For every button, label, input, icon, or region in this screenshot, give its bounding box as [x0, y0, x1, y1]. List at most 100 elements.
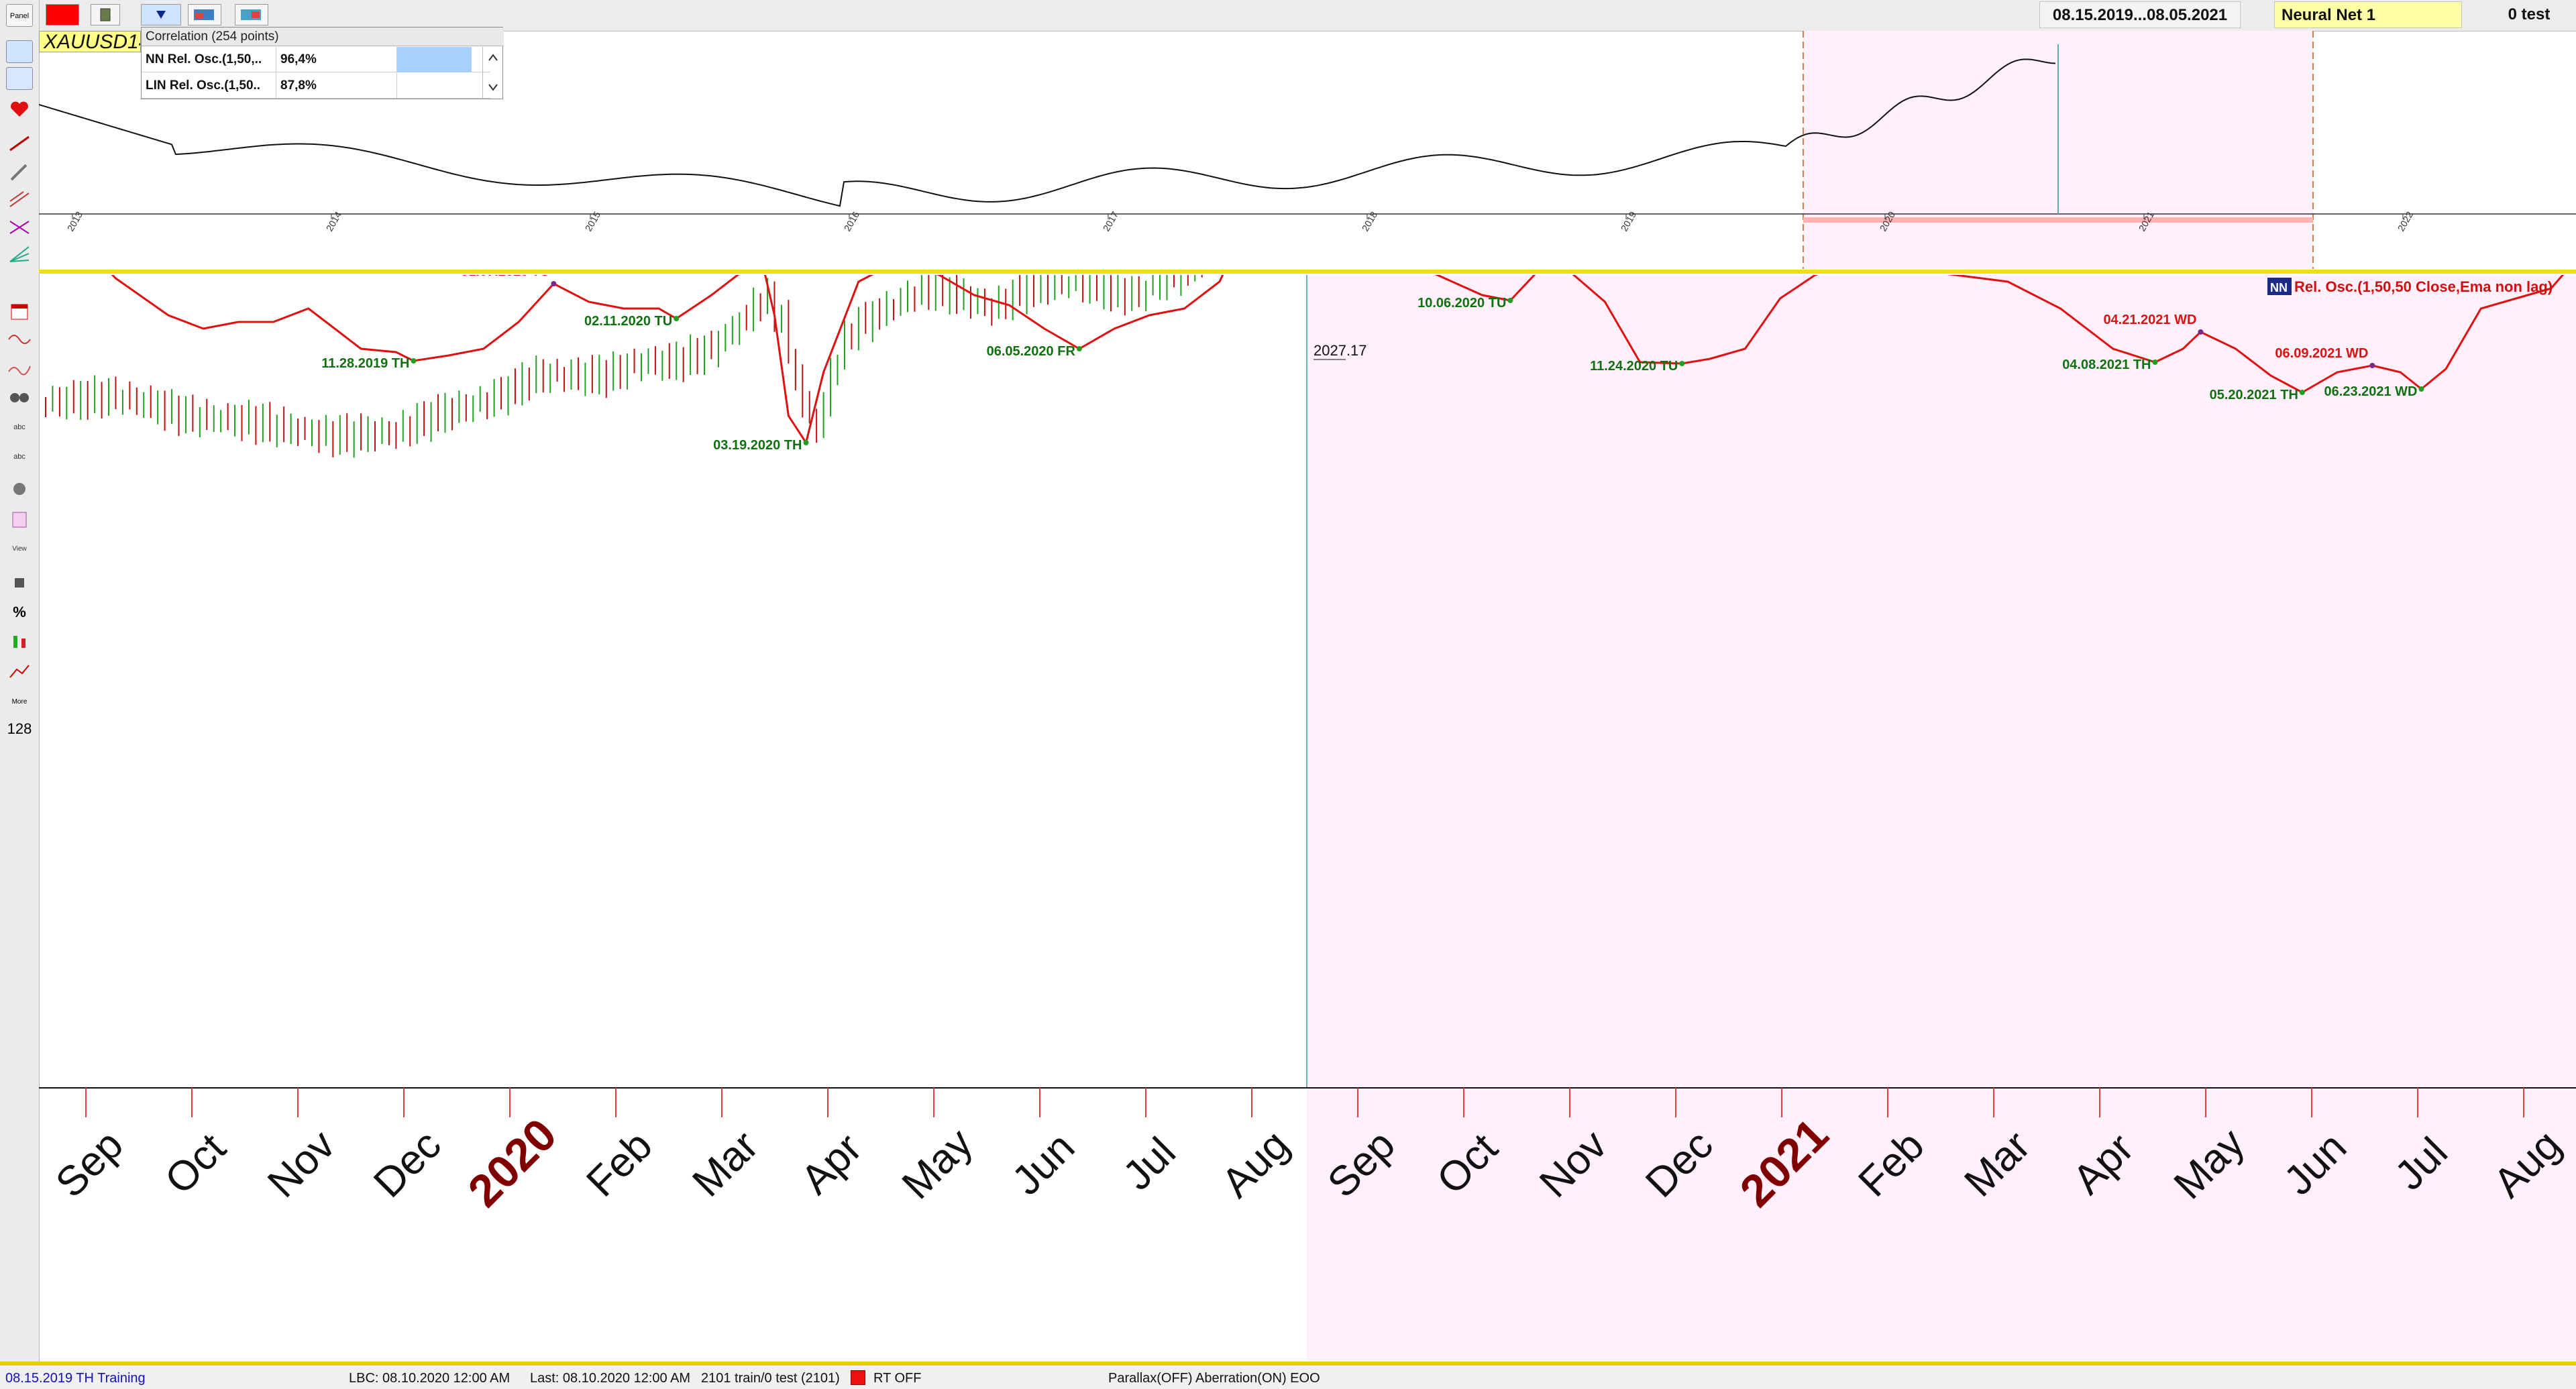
price-bars: [45, 146, 1294, 458]
lock-icon[interactable]: [6, 570, 33, 593]
cycle-icon[interactable]: [6, 357, 33, 380]
symbol-label: XAUUSD14: [39, 31, 141, 52]
trough-marker: [2152, 359, 2158, 365]
fan-icon[interactable]: [6, 243, 33, 266]
trough-label: 03.19.2020 TH: [713, 438, 802, 453]
overview-year-label: 2013: [65, 209, 85, 233]
trough-label: 11.28.2019 TH: [321, 356, 409, 371]
trough-marker: [674, 316, 680, 321]
dropdown-arrow-icon[interactable]: [141, 4, 181, 25]
peak-label: 04.21.2021 WD: [2103, 313, 2196, 327]
pane-divider[interactable]: [39, 270, 2576, 274]
network-selector[interactable]: Neural Net 1: [2274, 1, 2462, 28]
month-label: Feb: [578, 1122, 661, 1205]
correlation-title: Correlation (254 points): [142, 27, 504, 46]
trough-marker: [1507, 298, 1513, 303]
legend-badge-text: NN: [2270, 281, 2288, 294]
trough-marker: [2299, 390, 2305, 395]
month-label: Apr: [792, 1125, 871, 1203]
overview-year-label: 2014: [324, 209, 344, 233]
candles-icon[interactable]: [6, 630, 33, 653]
trough-marker: [1076, 346, 1082, 351]
month-label: Mar: [684, 1122, 767, 1205]
price-label: 2027.17: [1313, 342, 1367, 359]
pencil-icon[interactable]: [6, 161, 33, 184]
peak-label: 06.09.2021 WD: [2275, 346, 2368, 361]
peak-marker: [2198, 329, 2204, 335]
trough-label: 06.23.2021 WD: [2324, 384, 2418, 399]
month-label: Nov: [259, 1121, 344, 1207]
heart-icon[interactable]: [6, 98, 33, 121]
percent-icon[interactable]: %: [13, 604, 26, 620]
status-bar: 08.15.2019 TH Training LBC: 08.10.2020 1…: [0, 1362, 2576, 1389]
trough-label: 02.11.2020 TU: [584, 314, 672, 329]
calendar-icon[interactable]: [6, 300, 33, 323]
month-label: 2020: [458, 1109, 566, 1217]
pattern-icon[interactable]: [6, 189, 33, 212]
more-icon[interactable]: More: [11, 698, 28, 706]
axis-ticks: [85, 1088, 2524, 1117]
correlation-color-cell[interactable]: [396, 73, 472, 99]
correlation-row-nn[interactable]: NN Rel. Osc.(1,50,.. 96,4%: [142, 47, 490, 72]
window-layout-icon[interactable]: [188, 4, 221, 25]
overview-chart[interactable]: 2013 2014 2015 2016 2017 2018 2019 2020 2021 2022: [38, 31, 2576, 274]
trend-icon[interactable]: [6, 660, 33, 683]
correlation-name: NN Rel. Osc.(1,50,..: [146, 52, 262, 66]
correlation-value: 87,8%: [276, 73, 396, 99]
overview-year-label: 2022: [2396, 209, 2416, 233]
binoculars-icon[interactable]: [6, 385, 33, 408]
trough-marker: [1679, 361, 1685, 366]
script-icon[interactable]: [91, 4, 120, 25]
wave-icon[interactable]: [6, 327, 33, 350]
correlation-row-lin[interactable]: LIN Rel. Osc.(1,50.. 87,8%: [142, 73, 490, 99]
overview-price-line: [38, 58, 2056, 207]
month-label: Sep: [47, 1121, 132, 1207]
status-train-test: 2101 train/0 test (2101): [701, 1371, 840, 1386]
month-label: Aug: [1213, 1121, 1298, 1207]
text-icon[interactable]: abc: [13, 423, 25, 431]
tools-icon[interactable]: [6, 67, 33, 90]
overview-year-label: 2015: [583, 209, 603, 233]
zoom-icon[interactable]: [6, 40, 33, 63]
overview-year-label: 2017: [1101, 209, 1121, 233]
date-range-field[interactable]: 08.15.2019...08.05.2021: [2039, 1, 2241, 28]
status-rt[interactable]: RT OFF: [873, 1371, 922, 1386]
grid-icon[interactable]: [6, 216, 33, 239]
abc-icon[interactable]: abc: [13, 453, 25, 461]
panel-layout-icon[interactable]: [235, 4, 268, 25]
globe-icon[interactable]: [6, 478, 33, 500]
correlation-color-cell[interactable]: [396, 47, 472, 72]
line-draw-icon[interactable]: [6, 131, 33, 154]
selected-range-bar[interactable]: [1803, 217, 2313, 223]
bar-count-label: 128: [7, 720, 32, 737]
trough-label: 10.06.2020 TU: [1417, 296, 1506, 311]
month-label: Dec: [365, 1121, 450, 1207]
rt-status-icon[interactable]: [851, 1370, 865, 1385]
status-parallax: Parallax(OFF) Aberration(ON) EOO: [1108, 1371, 1320, 1386]
overview-year-label: 2019: [1619, 209, 1639, 233]
month-label: May: [894, 1120, 982, 1209]
overview-svg: 2013 2014 2015 2016 2017 2018 2019 2020 2021 2022: [38, 31, 2576, 269]
top-toolbar: 08.15.2019...08.05.2021 Neural Net 1 0 t…: [0, 0, 2576, 32]
color-swatch-button[interactable]: [46, 4, 79, 25]
forecast-region: [1307, 275, 2576, 1088]
peak-marker: [2369, 363, 2375, 368]
legend-badge-icon: [2267, 278, 2292, 295]
status-date-mode: 08.15.2019 TH Training: [5, 1371, 146, 1386]
trough-label: 04.08.2021 TH: [2062, 357, 2151, 372]
month-label: Jun: [1004, 1124, 1083, 1204]
trough-marker: [803, 440, 809, 445]
correlation-panel: Correlation (254 points) NN Rel. Osc.(1,…: [141, 27, 504, 99]
left-toolbar: Panel abc abc View %: [0, 0, 40, 1362]
correlation-scrollbar[interactable]: [482, 47, 503, 98]
test-count-label: 0 test: [2508, 5, 2551, 23]
month-label: Jul: [1114, 1129, 1185, 1199]
view-icon[interactable]: View: [12, 545, 27, 553]
month-label: Oct: [156, 1125, 235, 1203]
indicator-legend: Rel. Osc.(1,50,50 Close,Ema non lag): [2294, 278, 2553, 295]
panel-icon[interactable]: Panel: [6, 4, 33, 27]
legend[interactable]: NN Rel. Osc.(1,50,50 Close,Ema non lag): [2267, 278, 2553, 295]
list-icon[interactable]: [6, 508, 33, 531]
